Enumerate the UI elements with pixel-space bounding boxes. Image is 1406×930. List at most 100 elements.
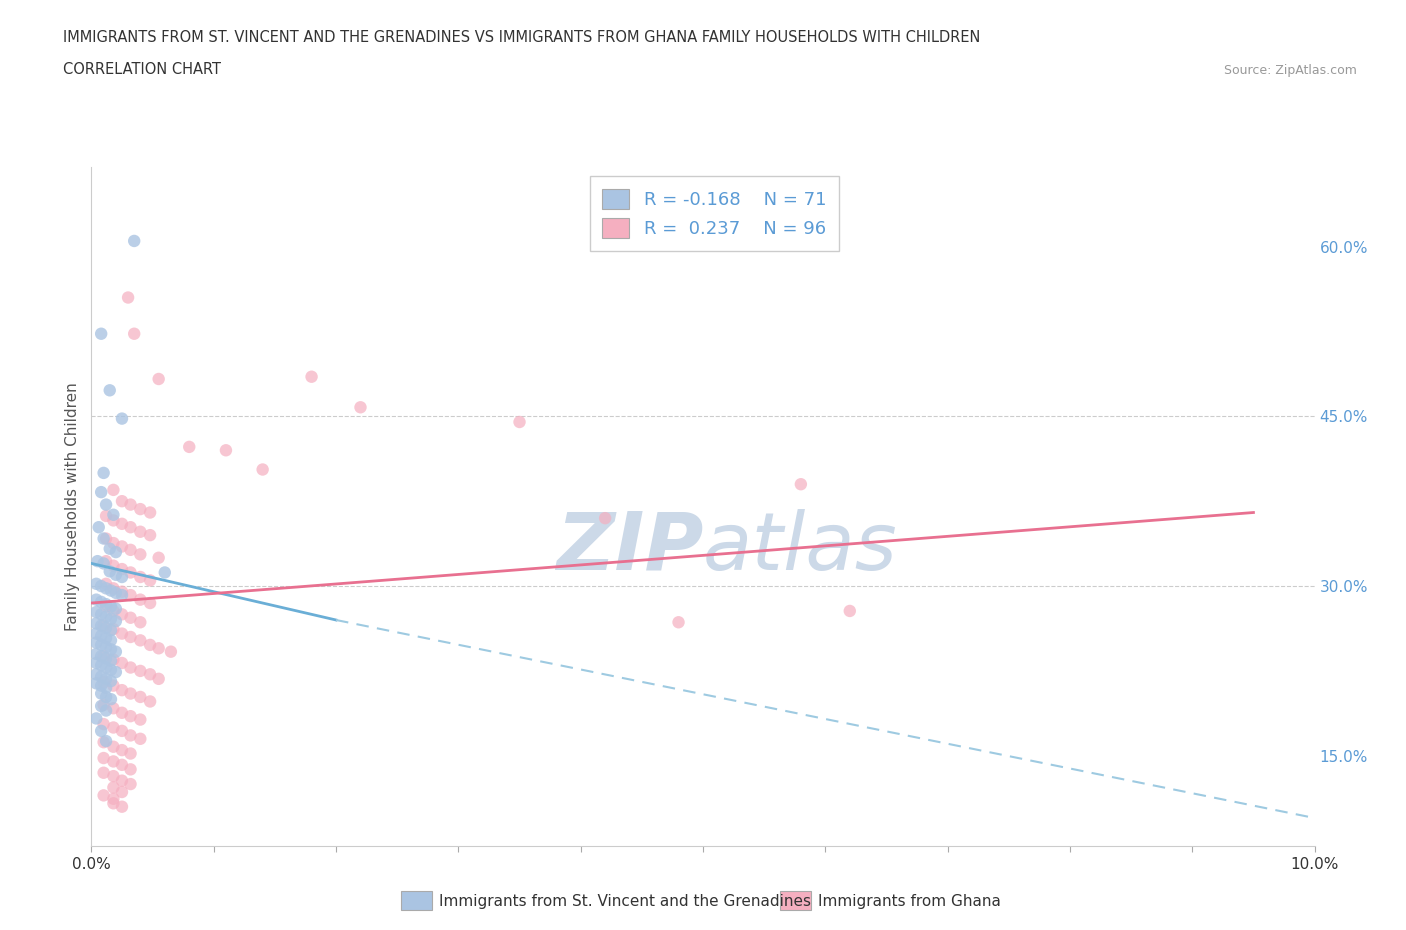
Point: [120, 746, 142, 761]
Point: [100, 599, 122, 614]
Point: [120, 542, 142, 557]
Point: [509, 415, 531, 430]
Point: [93, 765, 115, 780]
Point: [84, 635, 107, 650]
Point: [90, 658, 112, 672]
Point: [103, 536, 125, 551]
Point: [90, 594, 112, 609]
Point: [84, 577, 107, 591]
Point: [129, 501, 152, 516]
Point: [94, 631, 117, 645]
Point: [90, 578, 112, 593]
Point: [111, 626, 134, 641]
Point: [90, 649, 112, 664]
Point: [94, 651, 117, 666]
Point: [111, 683, 134, 698]
Point: [104, 545, 127, 560]
Point: [86, 553, 108, 568]
Point: [94, 581, 117, 596]
Point: [139, 595, 162, 610]
Point: [103, 483, 125, 498]
Text: Source: ZipAtlas.com: Source: ZipAtlas.com: [1223, 64, 1357, 77]
Point: [103, 652, 125, 667]
Point: [117, 290, 139, 305]
Point: [90, 618, 112, 633]
Point: [111, 607, 134, 622]
Point: [94, 660, 117, 675]
Point: [94, 640, 117, 655]
Point: [139, 667, 162, 682]
Point: [93, 751, 115, 765]
Point: [94, 703, 117, 718]
Point: [148, 372, 170, 387]
Point: [100, 611, 122, 626]
Point: [103, 508, 125, 523]
Point: [349, 400, 371, 415]
Point: [84, 667, 107, 682]
Point: [100, 653, 122, 668]
Point: [139, 527, 162, 542]
Point: [139, 573, 162, 588]
Point: [93, 466, 115, 481]
Point: [93, 675, 115, 690]
Point: [111, 785, 134, 800]
Point: [111, 773, 134, 788]
Point: [98, 383, 121, 398]
Point: [84, 616, 107, 631]
Point: [148, 671, 170, 686]
Point: [104, 665, 127, 680]
Point: [93, 618, 115, 633]
Point: [668, 615, 690, 630]
Point: [153, 565, 176, 580]
Point: [103, 739, 125, 754]
Point: [90, 485, 112, 499]
Point: [111, 584, 134, 599]
Point: [84, 711, 107, 726]
Point: [129, 689, 152, 704]
Point: [120, 610, 142, 625]
Point: [148, 551, 170, 565]
Point: [129, 712, 152, 727]
Point: [179, 440, 201, 455]
Point: [129, 569, 152, 584]
Point: [120, 630, 142, 644]
Point: [129, 592, 152, 607]
Point: [103, 720, 125, 735]
Point: [120, 565, 142, 580]
Point: [103, 796, 125, 811]
Point: [94, 609, 117, 624]
Point: [94, 681, 117, 696]
Point: [84, 592, 107, 607]
Point: [104, 585, 127, 600]
Point: [103, 678, 125, 693]
Point: [129, 525, 152, 539]
Point: [139, 637, 162, 652]
Point: [103, 769, 125, 784]
Point: [103, 780, 125, 795]
Point: [160, 644, 183, 659]
Point: [87, 520, 110, 535]
Point: [103, 581, 125, 596]
Point: [94, 531, 117, 546]
Point: [94, 509, 117, 524]
Point: [94, 671, 117, 686]
Point: [122, 233, 145, 248]
Point: [100, 692, 122, 707]
Point: [111, 724, 134, 738]
Point: [104, 602, 127, 617]
Point: [93, 735, 115, 750]
Point: [90, 607, 112, 622]
Point: [103, 754, 125, 769]
Point: [111, 539, 134, 554]
Point: [252, 462, 274, 477]
Point: [129, 731, 152, 746]
Point: [94, 689, 117, 704]
Point: [84, 626, 107, 641]
Y-axis label: Family Households with Children: Family Households with Children: [65, 382, 80, 631]
Point: [103, 604, 125, 618]
Point: [90, 670, 112, 684]
Point: [93, 531, 115, 546]
Point: [111, 562, 134, 577]
Point: [593, 511, 616, 525]
Point: [90, 698, 112, 713]
